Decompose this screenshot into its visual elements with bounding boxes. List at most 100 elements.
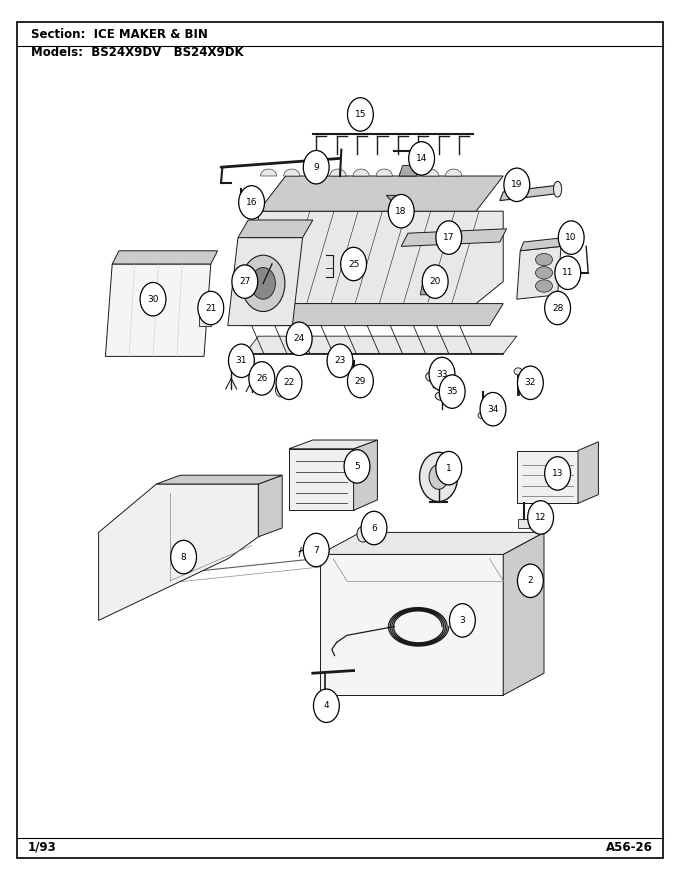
Text: 8: 8 — [181, 553, 186, 561]
Circle shape — [232, 265, 258, 298]
Circle shape — [558, 221, 584, 254]
Circle shape — [357, 526, 369, 542]
Polygon shape — [258, 475, 282, 537]
Text: 12: 12 — [535, 513, 546, 522]
Text: 23: 23 — [335, 356, 345, 365]
Text: 16: 16 — [246, 198, 257, 207]
Circle shape — [517, 564, 543, 598]
Text: 6: 6 — [371, 524, 377, 532]
Polygon shape — [445, 169, 462, 176]
Polygon shape — [520, 238, 564, 251]
Circle shape — [347, 364, 373, 398]
Text: 7: 7 — [313, 546, 319, 554]
Polygon shape — [238, 220, 313, 238]
Circle shape — [517, 366, 543, 400]
Circle shape — [528, 501, 554, 534]
Text: 4: 4 — [324, 701, 329, 710]
Text: 2: 2 — [528, 576, 533, 585]
Polygon shape — [284, 169, 300, 176]
Text: 20: 20 — [430, 277, 441, 286]
Text: 26: 26 — [256, 374, 267, 383]
Text: 1/93: 1/93 — [27, 841, 56, 854]
Polygon shape — [401, 229, 507, 246]
FancyBboxPatch shape — [518, 519, 529, 528]
Circle shape — [504, 168, 530, 202]
Text: 24: 24 — [294, 334, 305, 343]
Polygon shape — [156, 475, 282, 484]
Polygon shape — [399, 165, 420, 176]
Circle shape — [422, 265, 448, 298]
Text: 3: 3 — [460, 616, 465, 625]
Text: 30: 30 — [148, 295, 158, 304]
Text: 17: 17 — [443, 233, 454, 242]
Polygon shape — [228, 238, 303, 326]
Circle shape — [545, 291, 571, 325]
Polygon shape — [289, 449, 354, 510]
Polygon shape — [354, 440, 377, 510]
Polygon shape — [245, 336, 517, 354]
Text: A56-26: A56-26 — [606, 841, 653, 854]
Circle shape — [313, 689, 339, 722]
Ellipse shape — [554, 181, 562, 197]
Polygon shape — [503, 532, 544, 695]
Polygon shape — [260, 169, 277, 176]
Polygon shape — [420, 277, 439, 295]
Text: 25: 25 — [348, 260, 359, 268]
Circle shape — [286, 322, 312, 356]
Circle shape — [545, 457, 571, 490]
Polygon shape — [399, 169, 415, 176]
Circle shape — [344, 450, 370, 483]
Polygon shape — [320, 554, 503, 695]
Circle shape — [318, 692, 332, 709]
Text: 19: 19 — [511, 180, 522, 189]
Polygon shape — [258, 211, 503, 304]
Circle shape — [436, 221, 462, 254]
Text: 31: 31 — [236, 356, 247, 365]
Circle shape — [228, 344, 254, 378]
Text: 34: 34 — [488, 405, 498, 414]
Circle shape — [171, 540, 197, 574]
Circle shape — [439, 375, 465, 408]
Polygon shape — [99, 484, 258, 620]
Polygon shape — [386, 195, 398, 204]
Circle shape — [347, 98, 373, 131]
Polygon shape — [307, 169, 323, 176]
Circle shape — [327, 344, 353, 378]
Polygon shape — [500, 185, 561, 201]
Text: 22: 22 — [284, 378, 294, 387]
Polygon shape — [320, 532, 544, 554]
Circle shape — [420, 452, 458, 502]
Circle shape — [251, 268, 275, 299]
Circle shape — [361, 511, 387, 545]
Ellipse shape — [514, 368, 522, 375]
Circle shape — [555, 256, 581, 290]
Text: Models:  BS24X9DV   BS24X9DK: Models: BS24X9DV BS24X9DK — [31, 47, 243, 59]
Circle shape — [429, 357, 455, 391]
Ellipse shape — [536, 267, 552, 279]
Circle shape — [275, 383, 286, 397]
Text: 21: 21 — [205, 304, 216, 312]
FancyBboxPatch shape — [17, 22, 663, 858]
Text: 29: 29 — [355, 377, 366, 385]
Polygon shape — [330, 169, 346, 176]
Text: 10: 10 — [566, 233, 577, 242]
Ellipse shape — [536, 253, 552, 266]
Circle shape — [303, 533, 329, 567]
Text: 33: 33 — [437, 370, 447, 378]
Ellipse shape — [435, 392, 449, 400]
Circle shape — [429, 465, 448, 489]
Circle shape — [241, 255, 285, 312]
Text: 1: 1 — [446, 464, 452, 473]
Circle shape — [198, 291, 224, 325]
Circle shape — [409, 142, 435, 175]
Circle shape — [140, 282, 166, 316]
Polygon shape — [289, 440, 377, 449]
Polygon shape — [517, 246, 561, 299]
Polygon shape — [258, 176, 503, 211]
Polygon shape — [105, 264, 211, 356]
Polygon shape — [245, 304, 503, 326]
Text: 11: 11 — [562, 268, 573, 277]
Polygon shape — [422, 169, 439, 176]
Ellipse shape — [536, 280, 552, 292]
Text: Section:  ICE MAKER & BIN: Section: ICE MAKER & BIN — [31, 28, 207, 40]
